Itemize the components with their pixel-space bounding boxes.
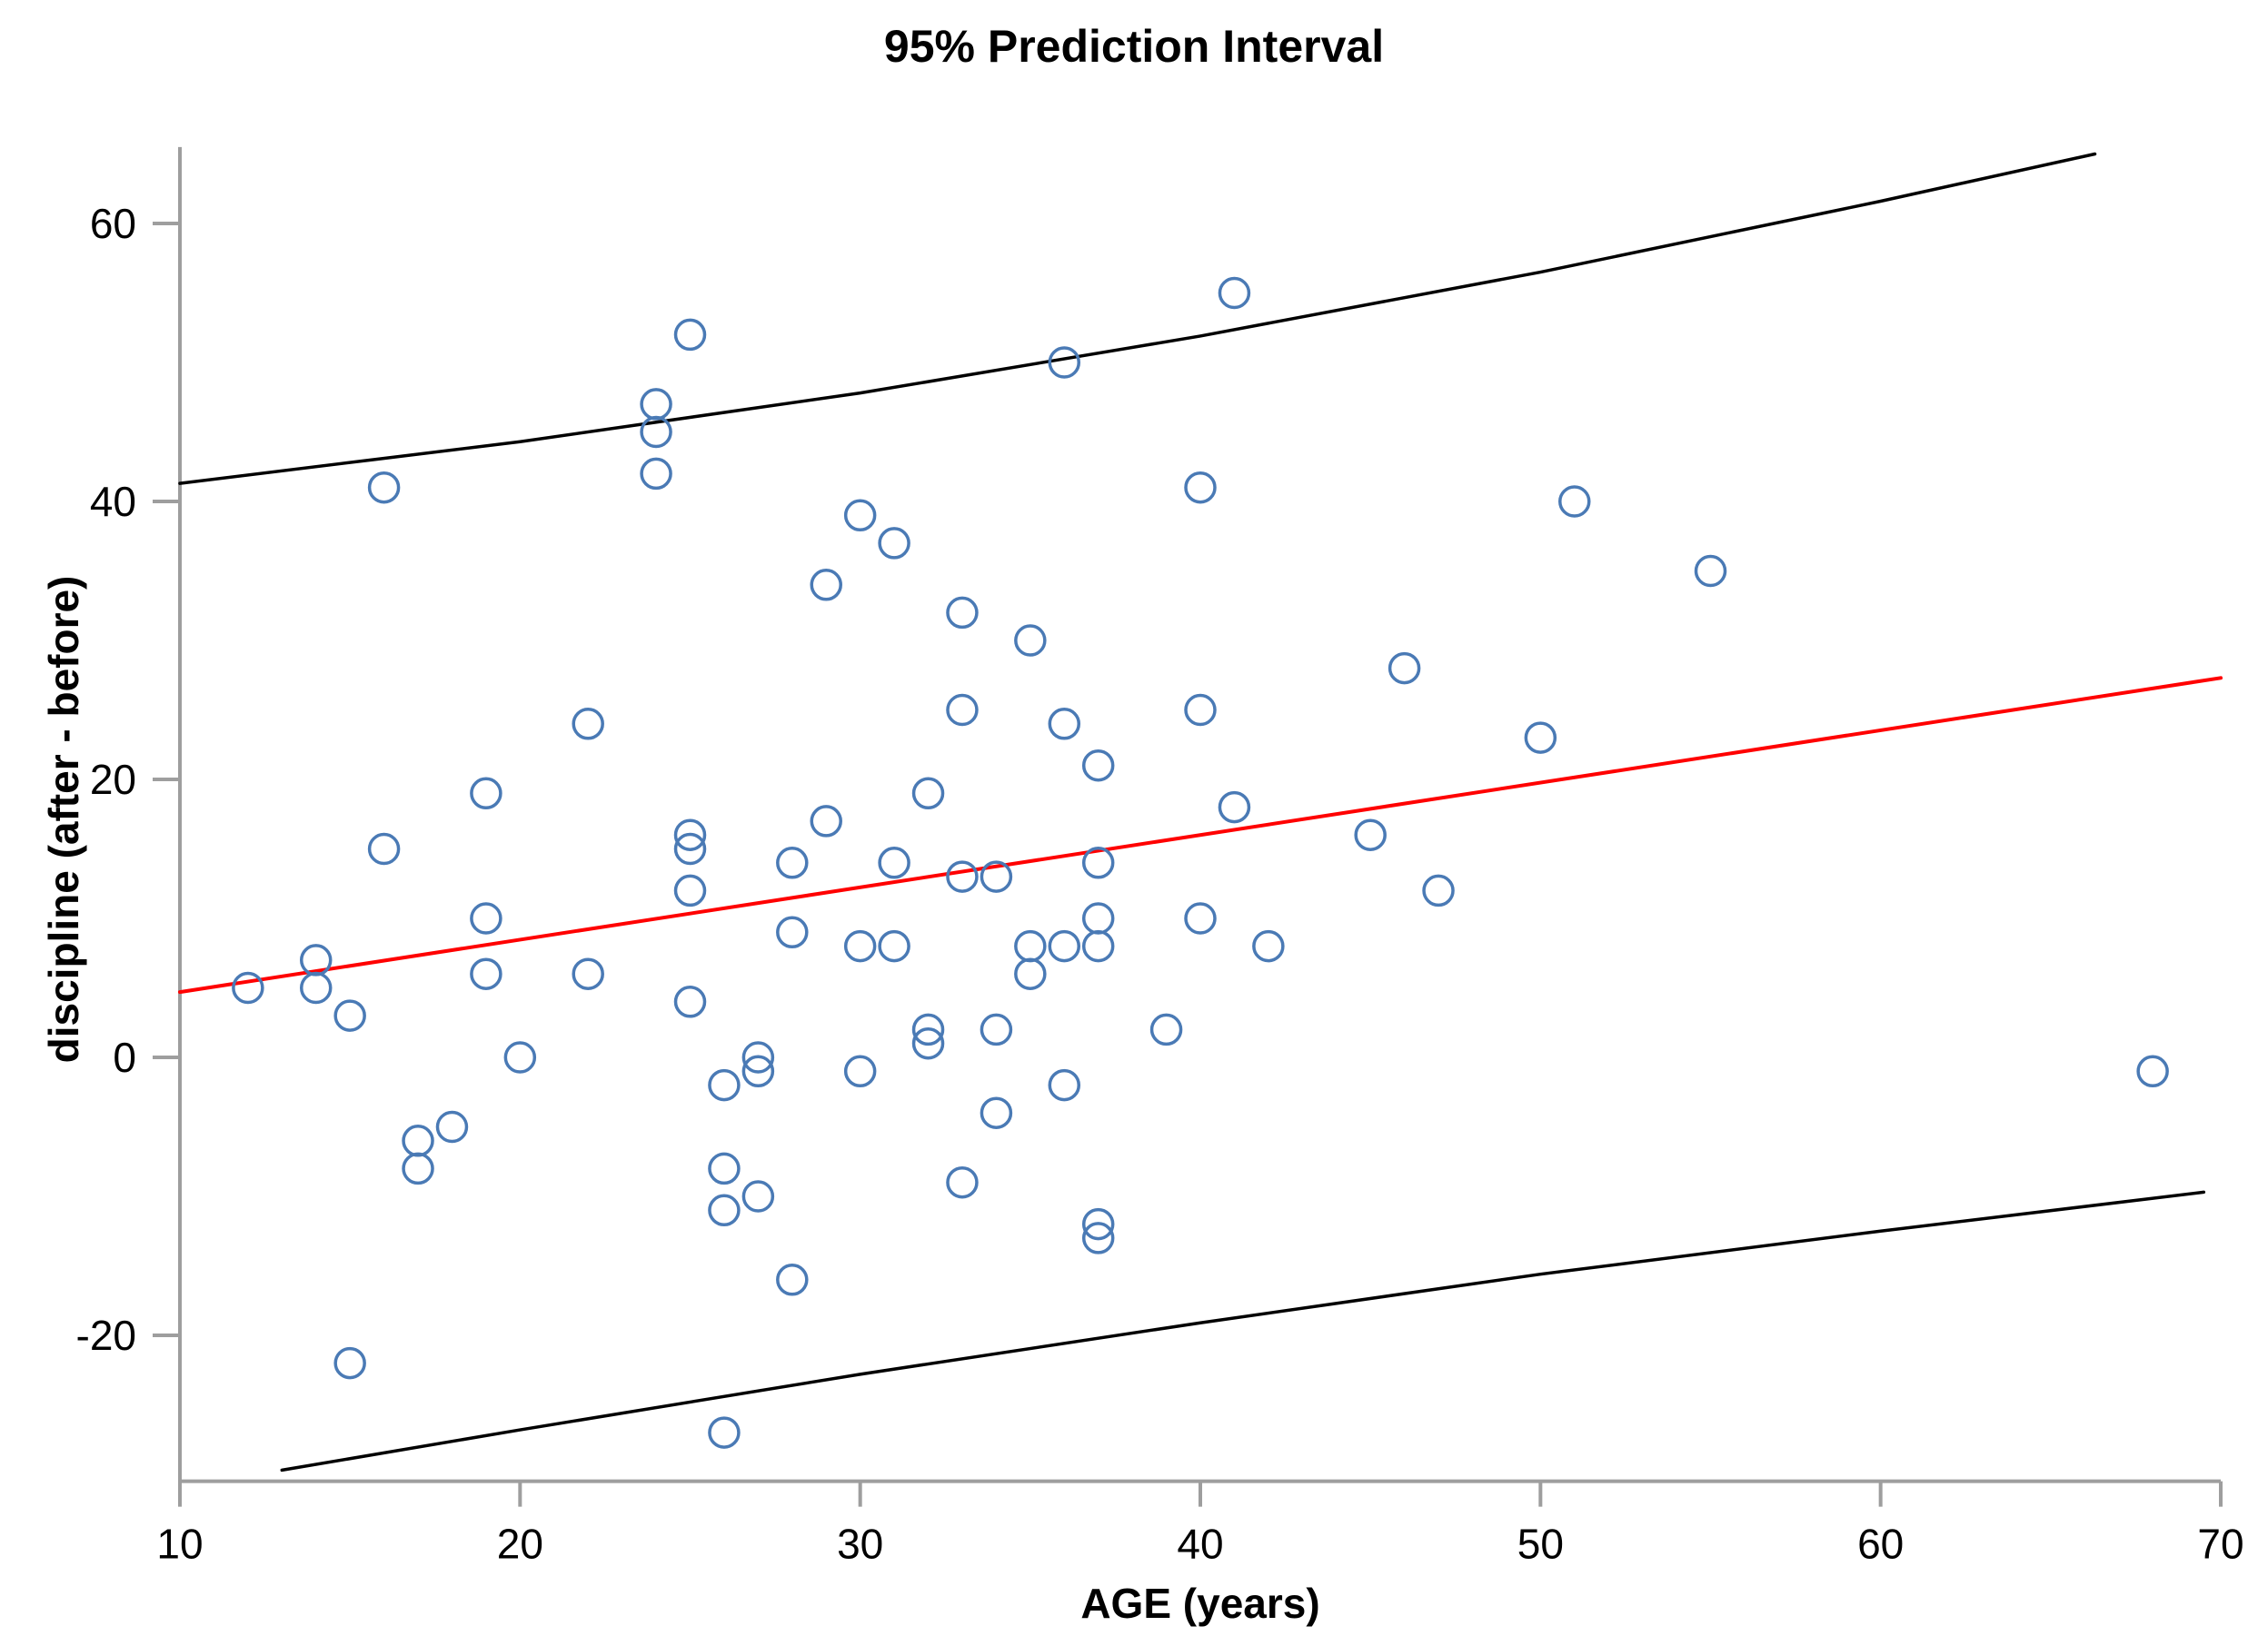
data-point xyxy=(1218,276,1251,310)
data-point xyxy=(708,1068,741,1102)
x-tick-label: 60 xyxy=(1857,1521,1904,1568)
data-point xyxy=(980,860,1013,893)
data-point xyxy=(1048,346,1081,379)
data-point xyxy=(1354,818,1387,851)
data-point xyxy=(367,471,401,504)
data-point xyxy=(1184,902,1217,935)
data-point xyxy=(640,415,672,449)
data-point xyxy=(741,1055,775,1088)
data-point xyxy=(1048,929,1081,963)
upper-prediction-bound xyxy=(178,152,2097,485)
data-point xyxy=(470,957,502,990)
data-point xyxy=(470,777,502,810)
data-point xyxy=(1014,624,1047,657)
data-point xyxy=(1081,1222,1115,1254)
data-point xyxy=(402,1125,434,1157)
data-point xyxy=(333,999,366,1032)
data-point xyxy=(640,457,672,491)
data-point xyxy=(299,971,333,1005)
data-point xyxy=(708,1152,741,1185)
data-point xyxy=(232,971,264,1005)
x-tick-label: 70 xyxy=(2197,1521,2243,1568)
x-tick-label: 30 xyxy=(837,1521,883,1568)
data-point xyxy=(333,1346,366,1380)
x-tick-label: 20 xyxy=(497,1521,543,1568)
data-point xyxy=(435,1110,469,1144)
chart-title: 95% Prediction Interval xyxy=(883,21,1385,72)
data-point xyxy=(673,832,707,866)
data-point xyxy=(878,929,910,963)
data-point xyxy=(673,874,707,907)
data-point xyxy=(470,902,502,935)
y-tick-label: 20 xyxy=(90,756,136,803)
data-point xyxy=(1048,708,1081,740)
data-point xyxy=(1081,929,1115,963)
x-tick-label: 50 xyxy=(1517,1521,1564,1568)
data-point xyxy=(708,1416,741,1449)
regression-line xyxy=(178,676,2223,995)
data-point xyxy=(946,693,979,727)
data-point xyxy=(1081,1207,1115,1241)
data-point xyxy=(946,1165,979,1199)
y-tick-label: 60 xyxy=(90,200,136,247)
data-point xyxy=(810,569,842,601)
data-point xyxy=(1149,1013,1183,1046)
data-point xyxy=(1422,874,1455,907)
data-point xyxy=(878,527,910,560)
x-axis-label: AGE (years) xyxy=(1080,1580,1320,1627)
data-point xyxy=(673,318,707,352)
data-point xyxy=(810,805,842,838)
lower-prediction-bound xyxy=(280,1190,2206,1472)
data-point xyxy=(1524,721,1557,754)
data-point xyxy=(843,929,877,963)
data-point xyxy=(367,832,401,866)
y-tick-label: 40 xyxy=(90,478,136,525)
data-point xyxy=(2136,1055,2169,1088)
data-point xyxy=(911,1026,945,1060)
data-point xyxy=(843,499,877,532)
x-tick-label: 10 xyxy=(156,1521,203,1568)
data-point xyxy=(946,860,979,893)
data-point xyxy=(946,596,979,630)
data-point xyxy=(1014,929,1047,963)
y-tick-label: 0 xyxy=(113,1034,136,1081)
data-point xyxy=(1184,693,1217,727)
data-point xyxy=(673,818,707,851)
data-point xyxy=(572,957,604,990)
data-point xyxy=(843,1055,877,1088)
x-tick-label: 40 xyxy=(1177,1521,1223,1568)
data-point xyxy=(911,1013,945,1046)
data-point xyxy=(402,1152,434,1185)
y-axis-label: discipline (after - before) xyxy=(40,575,87,1064)
data-point xyxy=(911,777,945,810)
data-point xyxy=(1694,554,1727,588)
data-point xyxy=(1184,471,1217,504)
data-point xyxy=(673,986,707,1018)
y-tick-label: -20 xyxy=(76,1312,136,1359)
data-point xyxy=(1388,651,1421,685)
data-point xyxy=(741,1041,775,1074)
data-point xyxy=(741,1180,775,1213)
data-point xyxy=(1081,902,1115,935)
data-point xyxy=(1218,790,1251,824)
data-point xyxy=(1048,1068,1081,1102)
data-point xyxy=(1081,749,1115,782)
data-point xyxy=(640,388,672,421)
data-point xyxy=(1014,957,1047,990)
data-point xyxy=(980,1013,1013,1046)
data-point xyxy=(1252,929,1285,963)
data-point xyxy=(708,1194,741,1227)
data-point xyxy=(776,1264,809,1296)
data-point xyxy=(980,1096,1013,1129)
data-point xyxy=(1081,847,1115,879)
data-point xyxy=(503,1041,537,1074)
data-point xyxy=(878,847,910,879)
data-point xyxy=(572,708,604,740)
data-point xyxy=(776,916,809,949)
data-point xyxy=(1558,485,1591,518)
data-point xyxy=(776,847,809,879)
